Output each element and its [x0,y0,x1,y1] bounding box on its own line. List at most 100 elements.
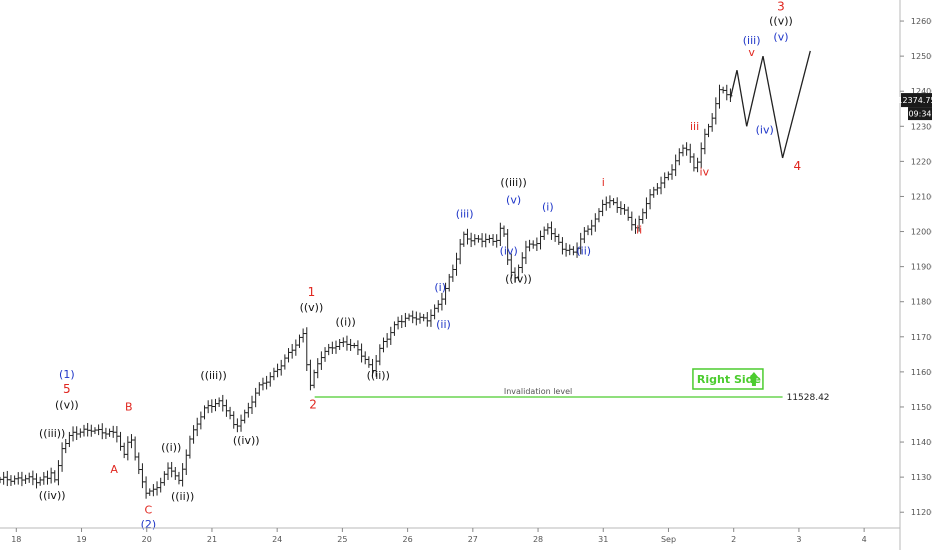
ohlc-bar [162,471,167,486]
ohlc-bar [293,339,298,356]
ohlc-bar [593,213,598,232]
ohlc-bar [133,436,138,461]
price-tick-label: 11600.00 [911,368,932,377]
ohlc-bar [502,225,506,237]
ohlc-bar [100,423,105,440]
time-tick-label: 24 [272,535,282,544]
ohlc-bar [125,436,130,461]
ohlc-bar [147,488,152,496]
ohlc-bar [717,84,722,109]
ohlc-bar [155,481,160,496]
countdown-text: 09:34 [908,110,931,119]
wave-label: ((i)) [161,441,181,454]
ohlc-bar [472,234,477,246]
ohlc-bar [301,328,306,343]
ohlc-bar [341,337,346,348]
ohlc-bar [129,434,134,449]
ohlc-bar [191,425,196,444]
ohlc-bar [713,97,718,125]
ohlc-bar [494,234,499,248]
price-tick-label: 12000.00 [911,228,932,237]
ohlc-bar [600,199,605,217]
price-tick-label: 11700.00 [911,333,932,342]
ohlc-bar [659,176,664,195]
wave-label: (iv) [500,244,518,257]
time-tick-label: 19 [76,535,86,544]
ohlc-bar [114,426,119,443]
ohlc-bar [235,418,240,433]
price-tick-label: 12200.00 [911,157,932,166]
ohlc-bar [586,225,590,236]
ohlc-bar [16,472,21,485]
ohlc-bar [596,208,601,223]
ohlc-bar [673,154,678,177]
ohlc-bar [399,315,404,329]
ohlc-bar [377,344,382,366]
ohlc-bar [476,235,481,243]
wave-label: ((iv)) [233,434,260,447]
time-tick-label: 20 [142,535,152,544]
wave-label: iii [690,120,699,133]
ohlc-bar [304,327,309,372]
ohlc-bar [425,312,430,327]
ohlc-bar [63,439,68,454]
ohlc-bar [140,463,145,489]
ohlc-bar [41,472,46,485]
ohlc-bar [611,198,616,206]
ohlc-bar [96,424,101,436]
price-tick-label: 12600.00 [911,17,932,26]
ohlc-bar [271,367,276,381]
wave-label: ((i)) [336,316,356,329]
wave-label: C [145,503,153,516]
wave-label: (2) [141,518,157,531]
price-axis[interactable]: 11200.00 11300.00 11400.00 11500.00 11600.00… [897,0,932,550]
wave-label: A [110,463,118,476]
ohlc-bar [469,232,474,248]
price-tick-label: 11900.00 [911,263,932,272]
ohlc-bar [330,341,335,354]
ohlc-bar [166,462,170,480]
ohlc-bar [224,399,229,417]
wave-label: ii [636,223,642,236]
ohlc-bar [326,343,331,356]
time-tick-label: 18 [11,535,21,544]
ohlc-bar [545,223,550,235]
ohlc-bar [206,400,211,414]
ohlc-bar [103,427,108,440]
ohlc-bar [282,354,287,370]
ohlc-bar [1,471,6,485]
ohlc-bar [396,316,401,330]
ohlc-bar [334,340,338,354]
time-tick-label: 28 [533,535,543,544]
ohlc-bar [381,337,386,353]
ohlc-bar [239,414,244,432]
wave-label: ((v)) [55,399,79,412]
invalidation-value: 11528.42 [787,393,830,403]
ohlc-bar [260,377,265,391]
wave-label: i [602,176,605,189]
time-axis[interactable]: 18 19 20 21 24 25 26 27 28 31 Sep 2 3 4 [0,527,900,544]
ohlc-bar [724,84,729,101]
ohlc-bar [560,237,565,255]
ohlc-bar [385,333,390,348]
ohlc-bar [648,189,653,210]
price-tick-label: 11300.00 [911,473,932,482]
right-side-badge-text: Right Side [697,373,761,386]
ohlc-bar [684,142,689,156]
ohlc-bar [520,252,525,274]
wave-label: ((ii)) [367,369,390,382]
ohlc-bar [553,228,558,242]
ohlc-bar [144,476,149,499]
ohlc-bar [71,426,76,442]
wave-label: (ii) [576,244,591,257]
ohlc-bar [458,238,463,265]
ohlc-bar [549,221,554,240]
ohlc-bar [187,435,192,459]
ohlc-bar [56,460,61,486]
ohlc-bar [202,405,207,420]
ohlc-bar [450,264,455,282]
right-side-badge [692,368,764,390]
ohlc-bar [220,394,225,412]
ohlc-bar [680,144,685,157]
ohlc-bar [626,206,631,221]
